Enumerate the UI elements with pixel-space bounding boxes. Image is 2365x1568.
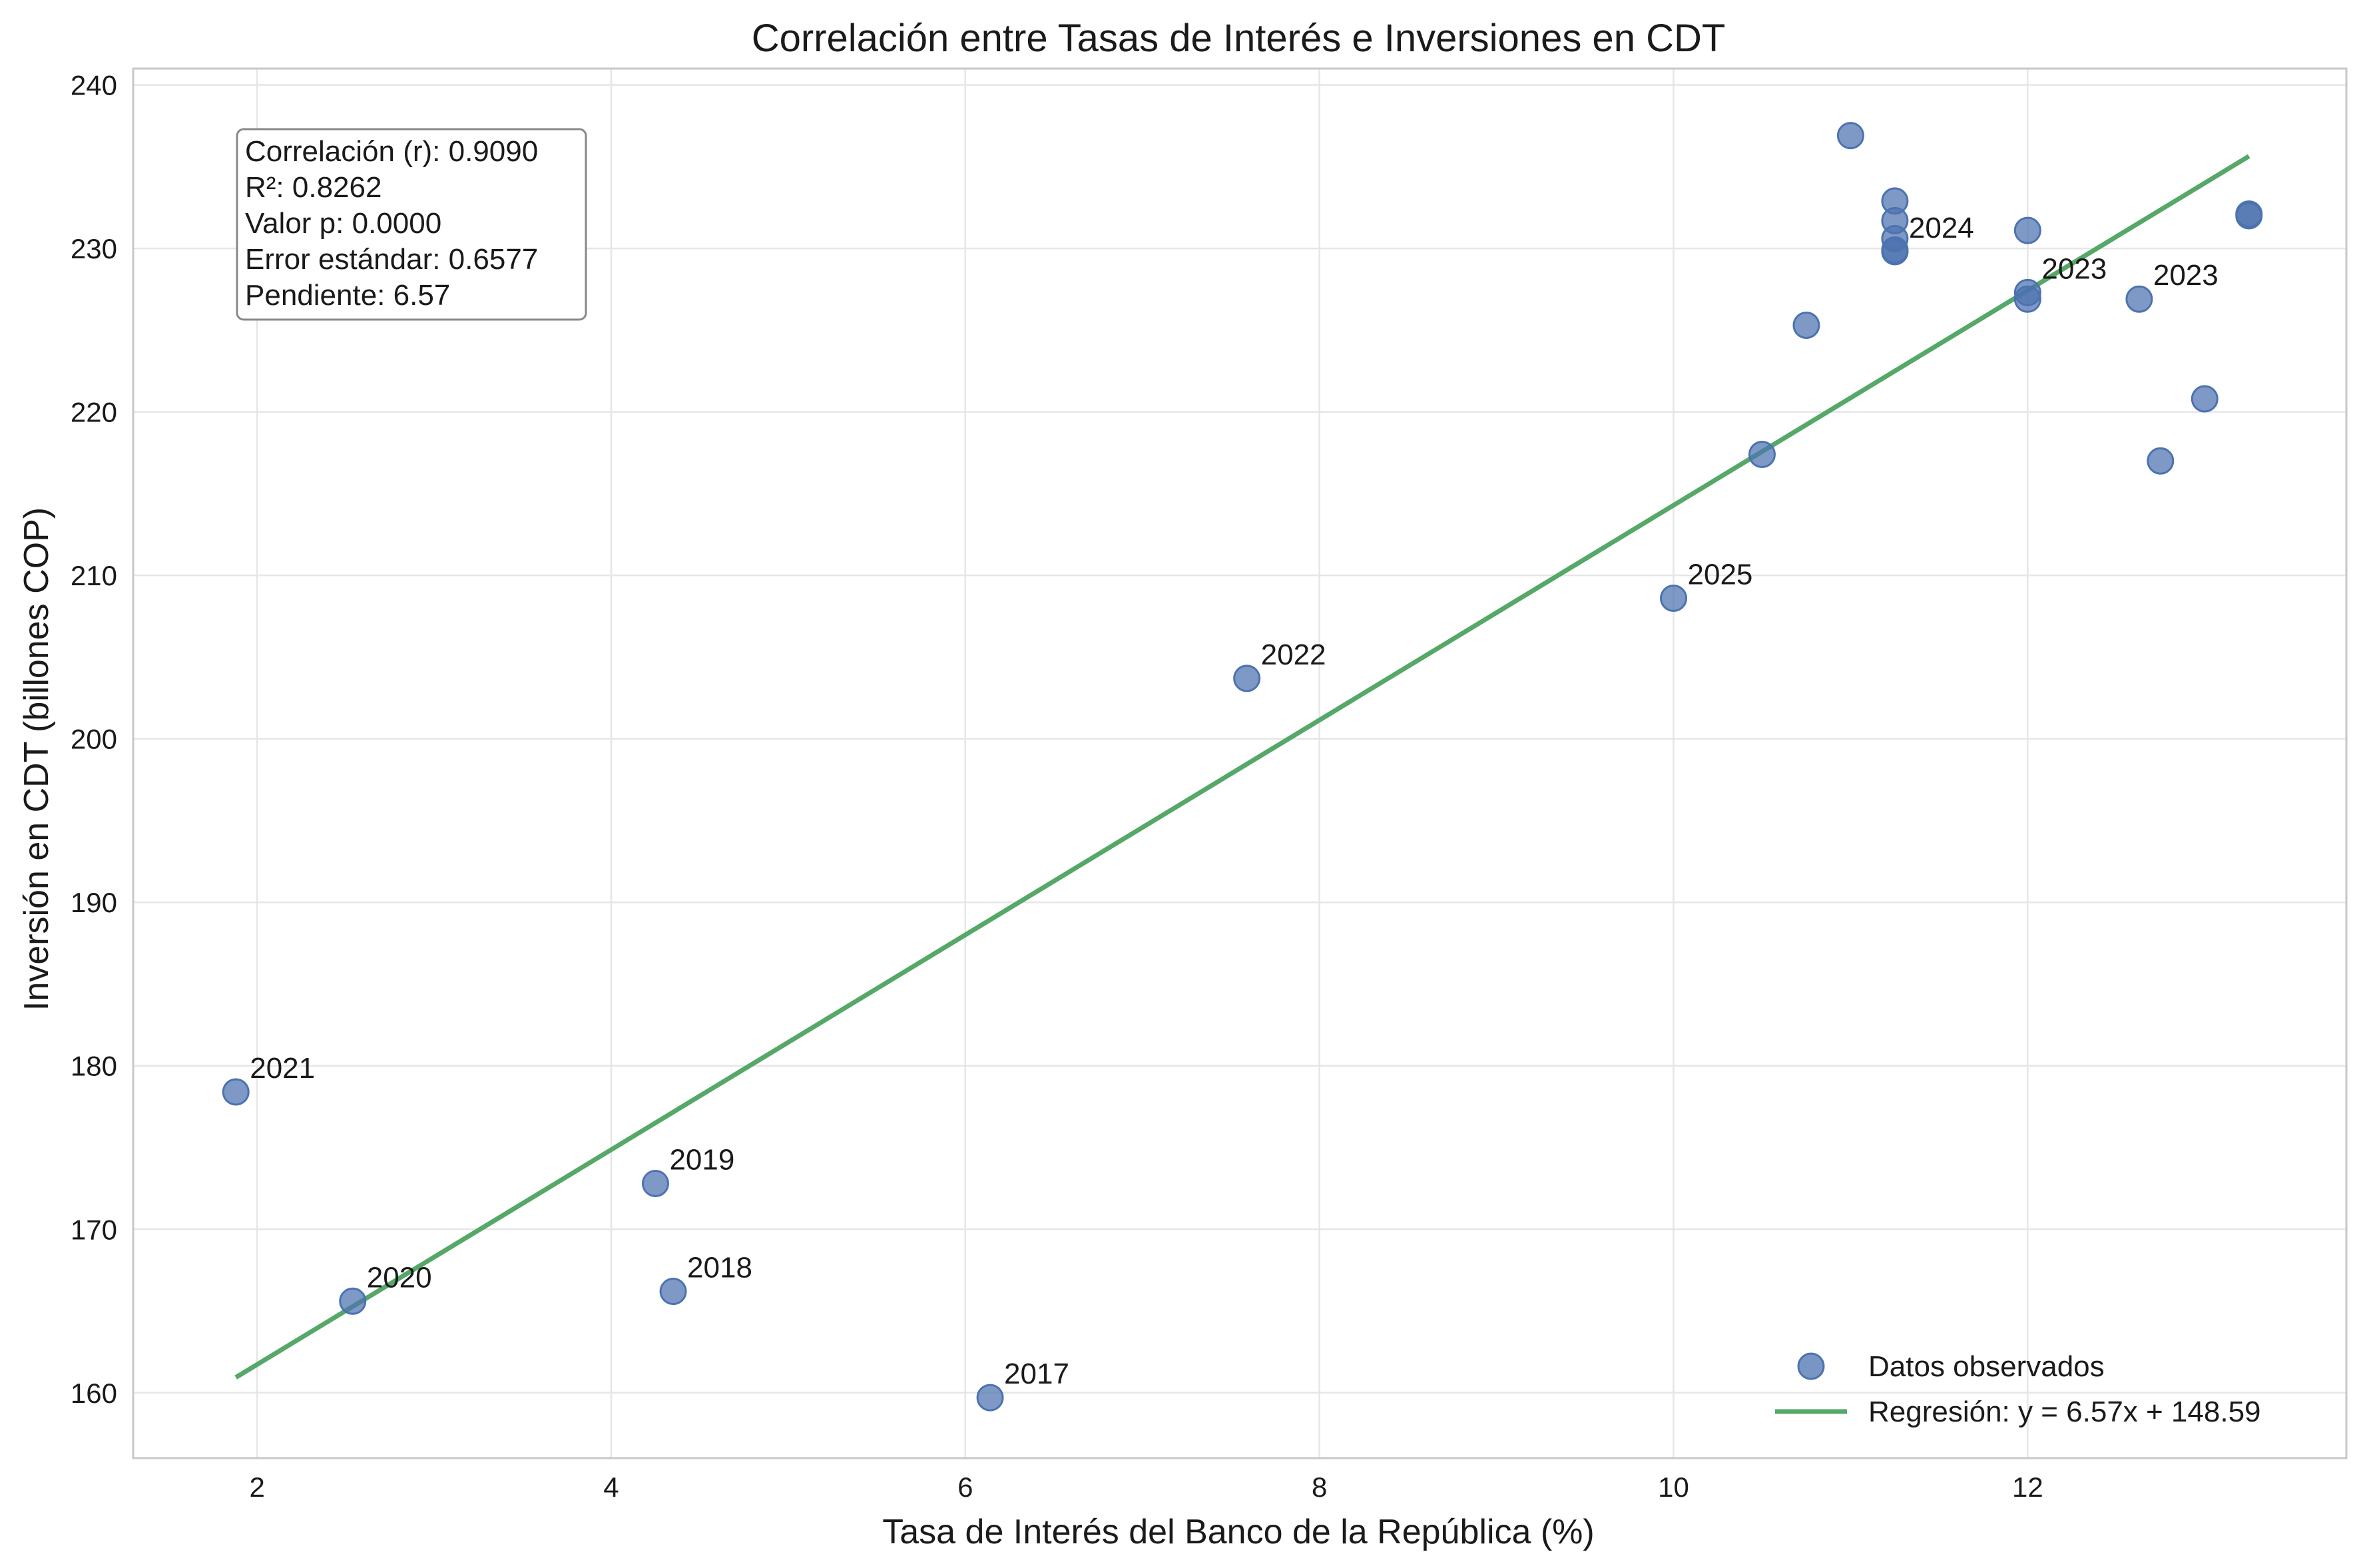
y-tick-label: 180 [71,1051,117,1082]
stats-p-value: Valor p: 0.0000 [245,207,441,240]
x-axis-ticks: 2 4 6 8 10 12 [249,1471,2043,1503]
data-point [2191,385,2219,413]
legend-marker-points [1797,1352,1825,1380]
data-point [641,1170,669,1198]
y-tick-label: 170 [71,1214,117,1245]
point-label: 2022 [1261,639,1326,671]
legend-label-regression: Regresión: y = 6.57x + 148.59 [1868,1396,2261,1428]
point-label: 2018 [687,1252,752,1284]
data-point [1660,585,1688,613]
y-tick-label: 210 [71,560,117,591]
stats-std-error: Error estándar: 0.6577 [245,243,538,276]
point-label: 2023 [2041,252,2107,285]
data-point [2013,285,2041,313]
y-axis-label: Inversión en CDT (billones COP) [17,507,56,1011]
y-tick-label: 240 [71,70,117,101]
regression-line [234,154,2250,1380]
point-label: 2020 [367,1261,432,1294]
data-point [976,1384,1004,1412]
data-point [1836,122,1864,150]
stats-correlation: Correlación (r): 0.9090 [245,135,538,168]
stats-box-frame [236,128,587,321]
x-axis-label: Tasa de Interés del Banco de la Repúblic… [882,1513,1595,1551]
data-point [1233,664,1261,692]
x-tick-label: 12 [2012,1471,2043,1503]
point-label: 2024 [1909,212,1974,244]
data-point [2013,216,2041,244]
point-label: 2017 [1004,1358,1069,1390]
x-tick-label: 10 [1658,1471,1689,1503]
y-tick-label: 190 [71,887,117,918]
data-point [1792,311,1820,339]
x-tick-label: 4 [603,1471,619,1503]
points-layer [222,122,2263,1412]
x-tick-label: 2 [249,1471,264,1503]
y-tick-label: 230 [71,233,117,264]
data-point [1748,440,1776,468]
y-tick-label: 160 [71,1378,117,1409]
regression-layer [234,154,2250,1380]
x-tick-label: 6 [957,1471,973,1503]
stats-slope: Pendiente: 6.57 [245,279,450,312]
data-point [222,1078,250,1106]
point-label: 2021 [250,1052,315,1085]
stats-box: Correlación (r): 0.9090 R²: 0.8262 Valor… [236,128,587,321]
data-point [2235,200,2263,228]
axes-frame [132,67,2348,1459]
data-point [1881,238,1909,266]
x-tick-label: 8 [1312,1471,1327,1503]
point-label: 2025 [1688,559,1753,591]
chart-title: Correlación entre Tasas de Interés e Inv… [752,17,1726,60]
y-axis-ticks: 160 170 180 190 200 210 220 230 240 [71,70,117,1409]
legend: Datos observados Regresión: y = 6.57x + … [1775,1350,2261,1428]
data-point [659,1278,687,1306]
point-label: 2023 [2153,259,2219,292]
stats-r-squared: R²: 0.8262 [245,171,382,204]
y-tick-label: 200 [71,724,117,755]
legend-label-points: Datos observados [1868,1350,2105,1383]
y-tick-label: 220 [71,397,117,428]
point-label: 2019 [669,1144,734,1176]
data-point [339,1287,367,1315]
point-labels-layer: 2021 2020 2019 2018 2017 2022 2025 2024 2023 2023 [250,212,2219,1390]
data-point [2147,447,2175,475]
data-point [2125,285,2153,313]
